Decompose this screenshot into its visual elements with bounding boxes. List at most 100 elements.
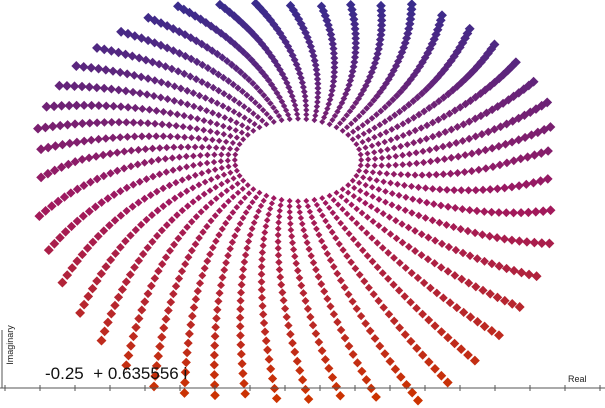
data-point <box>40 206 51 216</box>
data-point <box>232 127 239 134</box>
data-point <box>406 298 415 307</box>
data-point <box>293 106 300 113</box>
data-point <box>122 118 131 127</box>
data-point <box>189 184 197 192</box>
data-point <box>261 229 269 236</box>
data-point <box>135 177 144 186</box>
data-point <box>129 180 138 189</box>
data-point <box>289 239 296 247</box>
data-point <box>423 255 433 264</box>
data-point <box>106 149 115 158</box>
data-point <box>240 136 247 143</box>
data-point <box>290 347 300 357</box>
data-point <box>240 177 247 184</box>
data-point <box>148 144 157 153</box>
data-point <box>241 114 248 121</box>
data-point <box>345 131 352 138</box>
data-point <box>453 122 462 131</box>
data-point <box>481 164 491 173</box>
data-point <box>34 211 45 222</box>
data-point <box>149 381 159 392</box>
data-point <box>330 263 338 271</box>
data-point <box>381 138 388 146</box>
data-point <box>347 258 355 266</box>
data-point <box>439 170 448 179</box>
data-point <box>83 243 93 253</box>
data-point <box>507 299 518 309</box>
data-point <box>218 151 225 158</box>
data-point <box>84 206 94 216</box>
data-point <box>94 101 104 111</box>
data-point <box>161 314 171 324</box>
data-point <box>332 234 340 242</box>
data-point <box>313 70 321 79</box>
data-point <box>542 174 553 184</box>
data-point <box>97 198 106 207</box>
data-point <box>134 256 144 265</box>
data-point <box>510 57 521 68</box>
data-point <box>358 224 366 232</box>
data-point <box>437 263 446 272</box>
data-point <box>93 231 103 241</box>
data-point <box>428 216 437 225</box>
data-point <box>492 292 503 303</box>
data-point <box>459 307 469 317</box>
data-point <box>121 86 131 96</box>
data-point <box>456 224 465 234</box>
data-point <box>310 219 318 227</box>
data-point <box>286 329 295 339</box>
data-point <box>174 67 183 76</box>
data-point <box>411 171 419 179</box>
data-point <box>390 144 398 152</box>
data-point <box>176 164 184 172</box>
data-point <box>142 175 151 183</box>
data-point <box>148 57 157 67</box>
data-point <box>329 310 339 319</box>
data-point <box>210 341 220 350</box>
data-point <box>183 100 192 109</box>
data-point <box>494 261 504 271</box>
data-point <box>245 237 253 246</box>
data-point <box>191 171 199 179</box>
data-point <box>522 237 532 247</box>
data-point <box>304 203 311 210</box>
data-point <box>439 142 447 151</box>
data-point <box>324 363 334 373</box>
data-point <box>246 204 253 211</box>
data-point <box>233 204 241 211</box>
data-point <box>216 207 223 215</box>
data-point <box>120 147 129 156</box>
data-point <box>303 239 311 247</box>
data-point <box>106 46 117 56</box>
data-point <box>170 143 178 151</box>
data-point <box>207 176 215 183</box>
data-point <box>259 310 268 319</box>
data-point <box>137 305 147 315</box>
data-point <box>330 197 337 204</box>
data-point <box>211 166 219 173</box>
data-point <box>212 314 221 323</box>
data-point <box>197 208 205 216</box>
data-point <box>54 80 65 91</box>
data-point <box>421 184 430 192</box>
data-point <box>203 159 211 167</box>
data-point <box>371 124 378 132</box>
data-point <box>212 144 220 151</box>
data-point <box>183 86 192 95</box>
data-point <box>49 165 60 176</box>
data-point <box>187 113 195 121</box>
data-point <box>449 222 458 232</box>
data-point <box>531 207 541 217</box>
data-point <box>218 191 225 198</box>
data-point <box>211 322 220 332</box>
data-point <box>425 104 434 112</box>
data-point <box>403 141 411 148</box>
data-point <box>137 220 146 229</box>
data-point <box>62 270 73 280</box>
data-point <box>232 151 239 158</box>
data-point <box>478 185 488 195</box>
data-point <box>188 218 196 226</box>
data-point <box>237 359 247 369</box>
data-point <box>384 146 391 153</box>
data-point <box>198 78 206 86</box>
